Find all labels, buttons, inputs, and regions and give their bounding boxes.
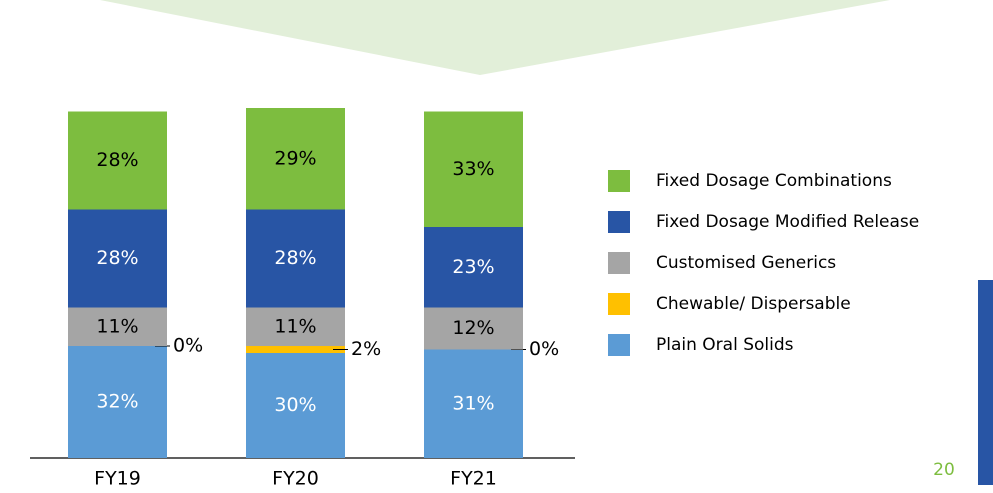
bar-segment: [246, 353, 345, 458]
data-label: 28%: [96, 247, 138, 269]
data-label: 23%: [452, 256, 494, 278]
bar-segment: [424, 227, 523, 308]
data-label: 28%: [274, 247, 316, 269]
legend-swatch: [608, 252, 630, 274]
x-tick-label: FY19: [94, 468, 141, 490]
data-label: 0%: [529, 338, 559, 360]
legend-swatch: [608, 293, 630, 315]
bar-segment: [68, 307, 167, 346]
page-number: 20: [933, 460, 955, 480]
data-label: 28%: [96, 149, 138, 171]
data-label: 33%: [452, 158, 494, 180]
bar-segment: [246, 209, 345, 308]
bar-segment: [246, 307, 345, 346]
legend-swatch: [608, 170, 630, 192]
data-label: 31%: [452, 392, 494, 414]
data-label: 29%: [274, 147, 316, 169]
data-label: 30%: [274, 394, 316, 416]
legend-label: Fixed Dosage Combinations: [656, 171, 892, 191]
bar-segment: [246, 346, 345, 353]
legend-label: Customised Generics: [656, 253, 836, 273]
data-label: 32%: [96, 391, 138, 413]
data-label: 2%: [351, 338, 381, 360]
legend-label: Fixed Dosage Modified Release: [656, 212, 919, 232]
side-bar: [978, 280, 993, 485]
bar-segment: [68, 209, 167, 308]
bar-segment: [424, 111, 523, 227]
legend-label: Chewable/ Dispersable: [656, 294, 851, 314]
bar-segment: [68, 111, 167, 210]
legend-swatch: [608, 334, 630, 356]
legend-swatch: [608, 211, 630, 233]
x-tick-label: FY21: [450, 468, 497, 490]
data-label: 11%: [274, 315, 316, 337]
data-label: 0%: [173, 335, 203, 357]
bar-segment: [424, 349, 523, 458]
bar-segment: [424, 307, 523, 350]
data-label: 12%: [452, 317, 494, 339]
bar-segment: [246, 108, 345, 210]
bar-segment: [68, 346, 167, 458]
x-tick-label: FY20: [272, 468, 319, 490]
legend-label: Plain Oral Solids: [656, 335, 794, 355]
banner-arrow: [100, 0, 890, 75]
data-label: 11%: [96, 315, 138, 337]
